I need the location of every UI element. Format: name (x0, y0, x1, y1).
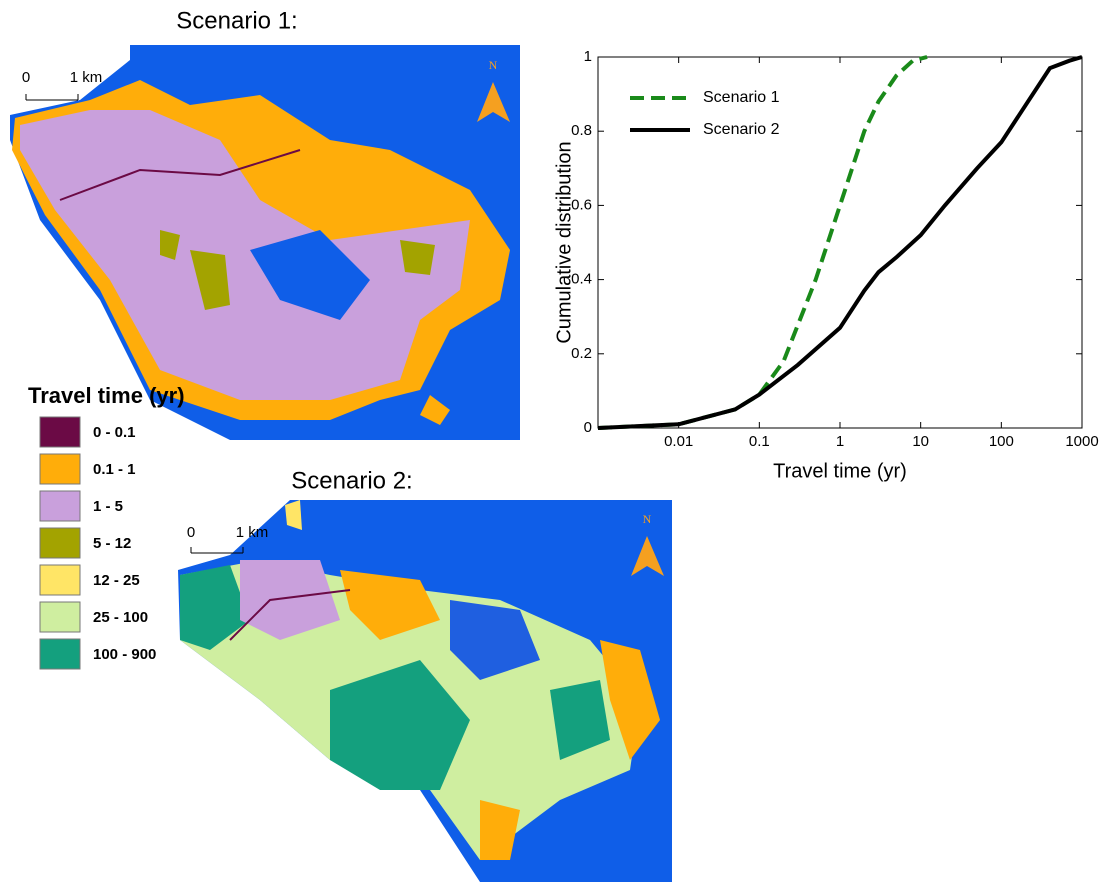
map-legend: 0 - 0.1 0.1 - 1 1 - 5 5 - 12 12 - 25 25 - 100… (39, 416, 156, 670)
x-tick-label: 10 (912, 433, 929, 450)
legend-swatch (39, 564, 81, 596)
north-arrow (631, 536, 664, 576)
legend-label: 1 - 5 (93, 498, 123, 515)
legend-swatch (39, 490, 81, 522)
chart: 0 0.2 0.4 0.6 0.8 1 0.01 0.1 1 10 100 1000 Travel ti… (553, 48, 1098, 482)
legend-swatch (39, 527, 81, 559)
y-tick-label: 0.2 (571, 345, 592, 362)
legend-swatch (39, 453, 81, 485)
legend-label: 25 - 100 (93, 609, 148, 626)
x-tick-label: 100 (989, 433, 1014, 450)
x-axis-label: Travel time (yr) (773, 460, 907, 482)
x-tick-label: 0.01 (664, 433, 693, 450)
x-tick-label: 0.1 (749, 433, 770, 450)
map-scenario-2 (178, 500, 672, 882)
map-title: Scenario 1: (176, 7, 297, 34)
scale-label: 1 km (70, 69, 103, 86)
legend-label: 5 - 12 (93, 535, 131, 552)
legend-label: Scenario 1 (703, 89, 780, 106)
y-tick-label: 0.4 (571, 271, 592, 288)
plot-frame (597, 56, 1083, 429)
legend-swatch (39, 601, 81, 633)
x-tick-label: 1000 (1065, 433, 1098, 450)
scale-label: 1 km (236, 524, 269, 541)
north-arrow (477, 82, 510, 122)
legend-label: 12 - 25 (93, 572, 140, 589)
legend-swatch (39, 638, 81, 670)
legend-label: Scenario 2 (703, 121, 780, 138)
y-tick-label: 0.8 (571, 122, 592, 139)
legend-label: 0 - 0.1 (93, 424, 136, 441)
map-title: Scenario 2: (291, 467, 412, 494)
map-scenario-1 (10, 45, 520, 440)
legend-swatch (39, 416, 81, 448)
y-tick-label: 0.6 (571, 196, 592, 213)
legend-label: 100 - 900 (93, 646, 156, 663)
line-series (597, 55, 1083, 430)
legend-title: Travel time (yr) (28, 383, 185, 408)
y-axis-label: Cumulative distribution (553, 141, 575, 343)
x-tick-label: 1 (836, 433, 844, 450)
north-label: N (643, 512, 652, 526)
line-series (597, 55, 928, 430)
y-tick-label: 0 (584, 419, 592, 436)
scale-label: 0 (187, 524, 195, 541)
legend-label: 0.1 - 1 (93, 461, 136, 478)
y-tick-label: 1 (584, 48, 592, 65)
scale-label: 0 (22, 69, 30, 86)
north-label: N (489, 58, 498, 72)
